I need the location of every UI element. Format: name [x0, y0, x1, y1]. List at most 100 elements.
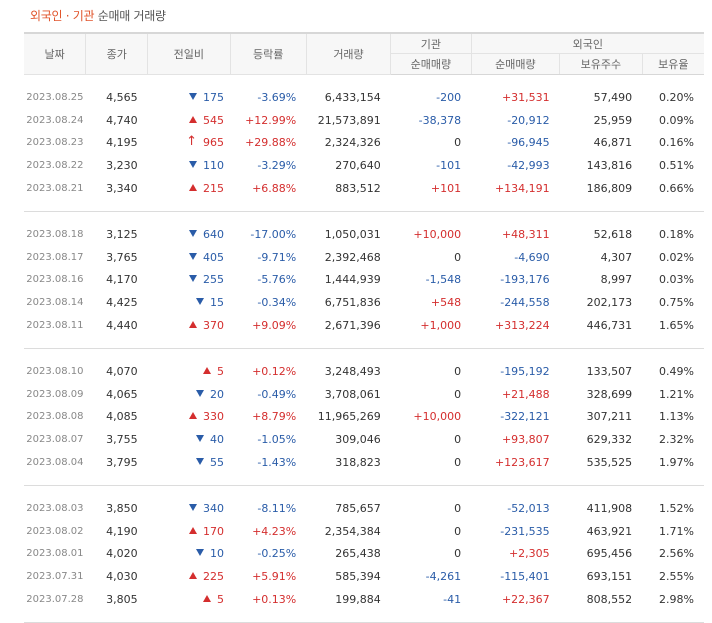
- cell-date: 2023.08.04: [26, 457, 84, 469]
- cell-date: 2023.08.24: [26, 114, 84, 126]
- cell-volume: 1,050,031: [324, 227, 381, 241]
- cell-foreign-hold: 328,699: [586, 387, 633, 401]
- group-divider: [24, 348, 704, 349]
- cell-change: 545: [148, 109, 230, 132]
- cell-rate: -17.00%: [250, 227, 297, 241]
- cell-foreign-net: +134,191: [494, 182, 550, 196]
- cell-date: 2023.08.18: [26, 228, 84, 240]
- cell-foreign-hold: 629,332: [586, 433, 633, 447]
- cell-foreign-net: +313,224: [494, 319, 550, 333]
- change-value: 5: [217, 593, 225, 607]
- cell-foreign-net: -322,121: [500, 410, 550, 424]
- table-row: 2023.08.09 4,065 20 -0.49% 3,708,061 0 +21,488…: [24, 383, 704, 406]
- col-header-rate: 등락률: [230, 33, 307, 75]
- upper-limit-arrow-icon: ↑: [186, 134, 198, 150]
- change-value: 640: [203, 227, 225, 241]
- cell-rate: -3.69%: [257, 90, 297, 104]
- cell-inst-net: +10,000: [413, 227, 462, 241]
- cell-foreign-ratio: 2.98%: [659, 593, 694, 607]
- cell-foreign-ratio: 0.75%: [659, 296, 694, 310]
- cell-inst-net: -38,378: [418, 113, 462, 127]
- cell-close: 4,195: [106, 136, 138, 150]
- cell-close: 4,020: [106, 547, 138, 561]
- cell-date: 2023.07.31: [26, 571, 84, 583]
- change-value: 545: [203, 113, 225, 127]
- cell-inst-net: -4,261: [425, 570, 462, 584]
- col-group-foreign: 외국인: [471, 33, 704, 54]
- table-row: 2023.07.28 3,805 5 +0.13% 199,884 -41 +22,367 8…: [24, 588, 704, 611]
- cell-foreign-net: -195,192: [500, 364, 550, 378]
- triangle-down-icon: [189, 275, 198, 283]
- group-divider: [24, 211, 704, 212]
- cell-inst-net: 0: [454, 250, 462, 264]
- cell-change: 370: [148, 314, 230, 337]
- cell-foreign-net: +93,807: [501, 433, 550, 447]
- cell-close: 4,030: [106, 570, 138, 584]
- cell-foreign-net: +22,367: [501, 593, 550, 607]
- change-value: 55: [210, 456, 225, 470]
- cell-close: 3,765: [106, 250, 138, 264]
- cell-foreign-hold: 695,456: [586, 547, 633, 561]
- cell-change: 10: [148, 543, 230, 566]
- table-row: 2023.08.24 4,740 545 +12.99% 21,573,891 -38,3…: [24, 109, 704, 132]
- cell-change: 15: [148, 291, 230, 314]
- cell-foreign-hold: 307,211: [586, 410, 633, 424]
- cell-rate: -1.05%: [257, 433, 297, 447]
- table-row: 2023.08.11 4,440 370 +9.09% 2,671,396 +1,000 +…: [24, 314, 704, 337]
- cell-inst-net: +101: [430, 182, 462, 196]
- cell-volume: 2,392,468: [324, 250, 381, 264]
- cell-foreign-hold: 202,173: [586, 296, 633, 310]
- cell-date: 2023.07.28: [26, 594, 84, 606]
- table-row: 2023.08.07 3,755 40 -1.05% 309,046 0 +93,807 62…: [24, 428, 704, 451]
- cell-rate: -0.49%: [257, 387, 297, 401]
- cell-foreign-ratio: 1.71%: [659, 524, 694, 538]
- cell-rate: -9.71%: [257, 250, 297, 264]
- change-value: 965: [203, 136, 225, 150]
- cell-close: 4,190: [106, 524, 138, 538]
- cell-date: 2023.08.23: [26, 137, 84, 149]
- cell-volume: 318,823: [335, 456, 381, 470]
- cell-foreign-hold: 52,618: [593, 227, 633, 241]
- cell-change: 5: [148, 360, 230, 383]
- cell-foreign-net: -52,013: [507, 501, 550, 515]
- cell-foreign-net: +21,488: [501, 387, 550, 401]
- cell-inst-net: +1,000: [420, 319, 462, 333]
- cell-date: 2023.08.25: [26, 91, 84, 103]
- cell-close: 3,125: [106, 227, 138, 241]
- cell-volume: 1,444,939: [324, 273, 381, 287]
- cell-close: 4,565: [106, 90, 138, 104]
- cell-volume: 199,884: [335, 593, 381, 607]
- cell-foreign-net: -4,690: [514, 250, 550, 264]
- cell-date: 2023.08.02: [26, 525, 84, 537]
- section-title: 외국인 · 기관 순매매 거래량: [30, 7, 166, 24]
- change-value: 5: [217, 364, 225, 378]
- cell-inst-net: -101: [436, 159, 462, 173]
- cell-inst-net: 0: [454, 433, 462, 447]
- cell-volume: 3,248,493: [324, 364, 381, 378]
- cell-change: 20: [148, 383, 230, 406]
- cell-volume: 6,751,836: [324, 296, 381, 310]
- cell-change: 640: [148, 223, 230, 246]
- cell-rate: -3.29%: [257, 159, 297, 173]
- cell-rate: +5.91%: [252, 570, 297, 584]
- cell-inst-net: 0: [454, 364, 462, 378]
- cell-rate: +12.99%: [245, 113, 297, 127]
- col-header-inst-net: 순매매량: [390, 53, 472, 75]
- cell-foreign-hold: 133,507: [586, 364, 633, 378]
- cell-foreign-ratio: 0.51%: [659, 159, 694, 173]
- cell-date: 2023.08.22: [26, 160, 84, 172]
- triangle-up-icon: [189, 321, 198, 329]
- triangle-up-icon: [189, 526, 198, 534]
- cell-close: 3,795: [106, 456, 138, 470]
- change-value: 40: [210, 433, 225, 447]
- cell-change: 330: [148, 406, 230, 429]
- table-row: 2023.08.18 3,125 640 -17.00% 1,050,031 +10,00…: [24, 223, 704, 246]
- triangle-up-icon: [203, 366, 212, 374]
- cell-close: 3,340: [106, 182, 138, 196]
- cell-date: 2023.08.16: [26, 274, 84, 286]
- table-row: 2023.08.16 4,170 255 -5.76% 1,444,939 -1,548 -…: [24, 269, 704, 292]
- cell-rate: +6.88%: [252, 182, 297, 196]
- cell-date: 2023.08.08: [26, 411, 84, 423]
- cell-rate: +29.88%: [245, 136, 297, 150]
- triangle-up-icon: [189, 412, 198, 420]
